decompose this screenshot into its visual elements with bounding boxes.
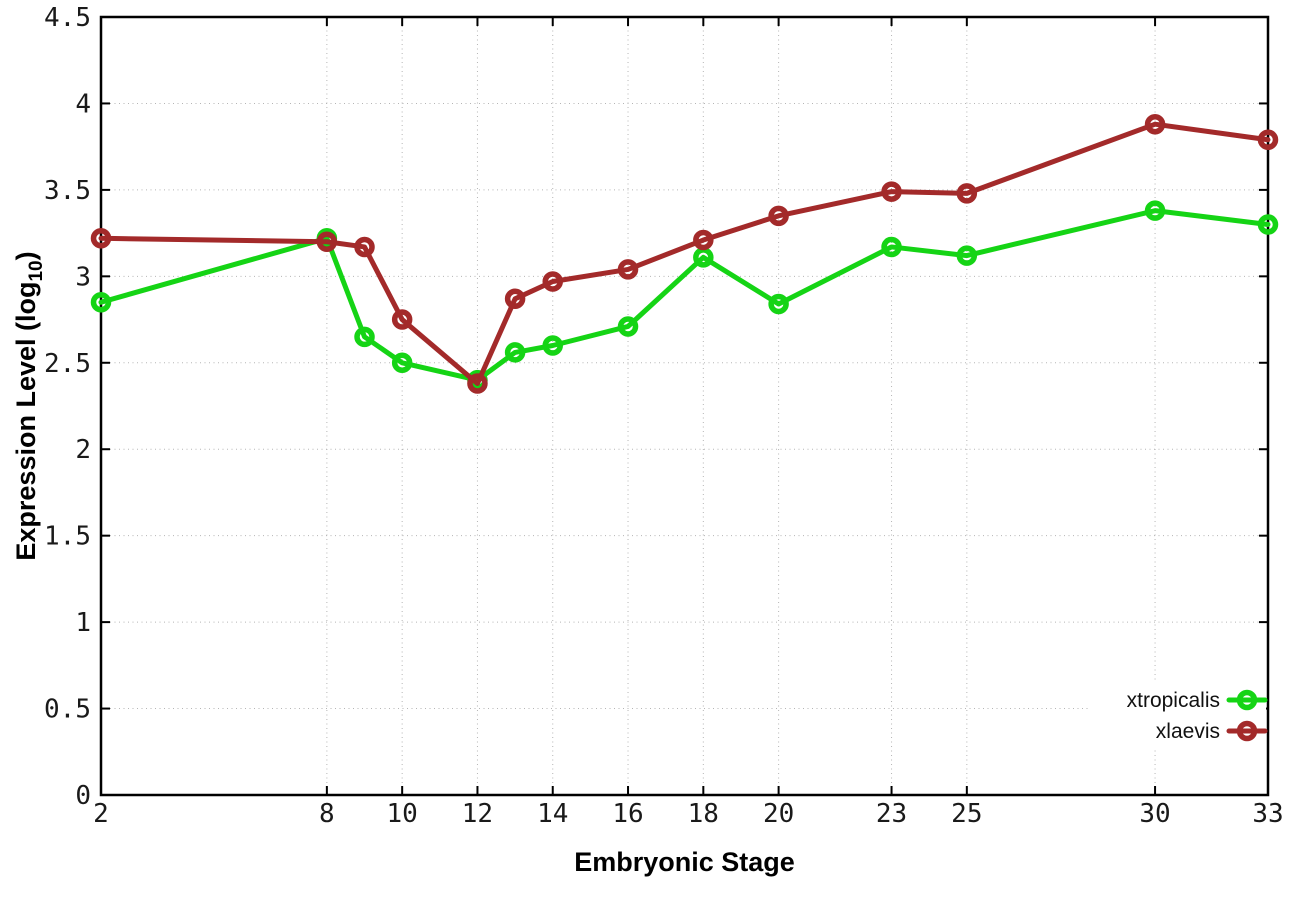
- legend-entry-xlaevis: xlaevis: [1156, 720, 1268, 743]
- y-tick-label: 4: [75, 89, 91, 119]
- data-point-marker: [768, 293, 789, 315]
- x-tick-label: 14: [537, 799, 568, 829]
- data-point-marker: [881, 181, 902, 202]
- y-axis-title: Expression Level (log10): [11, 251, 47, 560]
- series-line-xtropicalis: [98, 208, 1271, 383]
- y-tick-label: 1.5: [44, 522, 91, 552]
- legend-entry-xtropicalis: xtropicalis: [1127, 689, 1268, 712]
- x-tick-label: 2: [93, 799, 109, 829]
- data-point-marker: [542, 335, 563, 356]
- x-tick-label: 20: [763, 799, 794, 829]
- x-tick-label: 8: [319, 799, 335, 829]
- data-point-marker: [391, 352, 413, 374]
- plot-border: [99, 15, 1270, 797]
- data-point-marker: [768, 205, 789, 227]
- data-point-marker: [881, 236, 902, 258]
- x-axis-title: Embryonic Stage: [574, 847, 795, 877]
- data-point-marker: [504, 342, 526, 363]
- legend: xtropicalis xlaevis: [1090, 682, 1268, 748]
- data-point-marker: [1144, 113, 1166, 135]
- data-point-marker: [956, 183, 978, 204]
- y-tick-label: 3.5: [44, 176, 91, 206]
- legend-label-xtropicalis: xtropicalis: [1127, 689, 1220, 712]
- data-point-marker: [693, 229, 714, 251]
- y-tick-label: 4.5: [44, 3, 91, 33]
- data-point-marker: [467, 373, 488, 394]
- data-point-marker: [617, 316, 639, 337]
- legend-label-xlaevis: xlaevis: [1156, 720, 1220, 743]
- data-point-marker: [1144, 200, 1166, 221]
- series-line-xlaevis: [98, 121, 1271, 387]
- legend-sample-marker: [1236, 689, 1258, 711]
- series-markers-xtropicalis: [90, 200, 1279, 391]
- y-tick-label: 1: [75, 608, 91, 638]
- data-point-marker: [354, 236, 375, 258]
- x-tick-label: 10: [387, 799, 418, 829]
- tick-labels: 2 8 10 12 14 16 18 20 23 25 30 33 0 0.5 1 1.5 2 2.5 3 3.5 4 4…: [44, 3, 1284, 829]
- data-point-marker: [1257, 214, 1279, 235]
- data-point-marker: [90, 228, 112, 249]
- x-tick-label: 12: [462, 799, 493, 829]
- x-tick-label: 18: [688, 799, 719, 829]
- data-point-marker: [617, 259, 639, 280]
- legend-sample-marker: [1236, 720, 1258, 742]
- x-tick-label: 30: [1139, 799, 1170, 829]
- data-point-marker: [1257, 129, 1279, 151]
- y-tick-label: 2.5: [44, 349, 91, 379]
- data-point-marker: [542, 271, 563, 292]
- y-tick-label: 0.5: [44, 695, 91, 725]
- legend-background: [1090, 682, 1266, 748]
- y-tick-label: 0: [75, 781, 91, 811]
- y-tick-label: 2: [75, 435, 91, 465]
- x-tick-label: 25: [951, 799, 982, 829]
- x-tick-label: 23: [876, 799, 907, 829]
- data-point-marker: [504, 288, 526, 310]
- tick-marks: [100, 16, 1269, 796]
- data-point-marker: [90, 292, 112, 313]
- data-point-marker: [354, 326, 375, 348]
- data-point-marker: [391, 309, 413, 330]
- x-tick-label: 33: [1252, 799, 1283, 829]
- y-tick-label: 3: [75, 262, 91, 292]
- x-tick-label: 16: [612, 799, 643, 829]
- gridlines: [101, 17, 1268, 795]
- data-point-marker: [956, 245, 978, 266]
- series-markers-xlaevis: [90, 113, 1279, 394]
- data-point-marker: [316, 231, 338, 253]
